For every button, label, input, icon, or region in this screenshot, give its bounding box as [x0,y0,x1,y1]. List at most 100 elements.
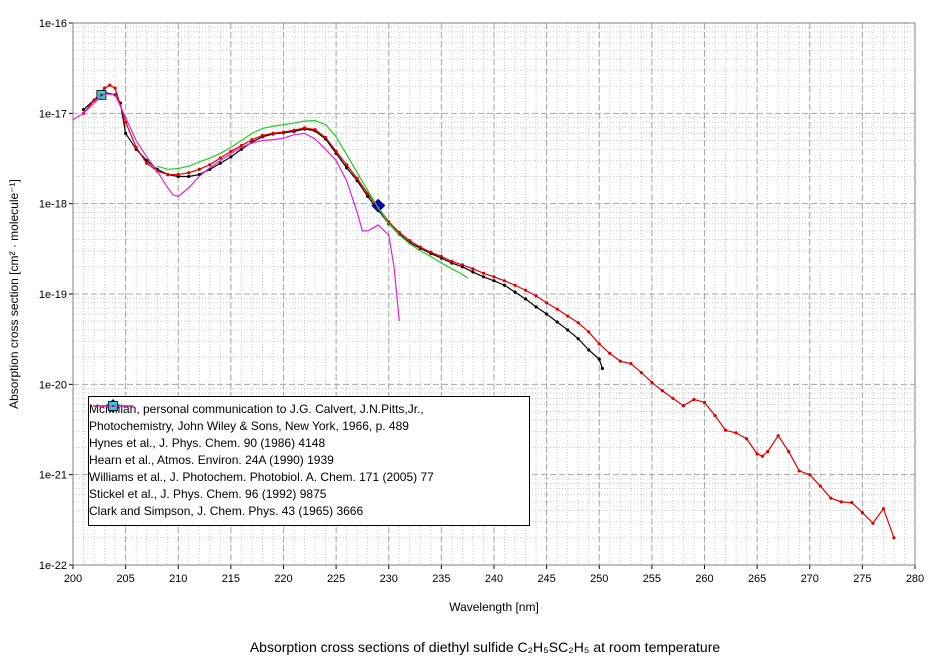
point [860,511,864,515]
point [492,275,496,279]
legend-label: Stickel et al., J. Phys. Chem. 96 (1992)… [89,487,327,501]
x-tick-label: 240 [485,573,503,585]
point [302,126,307,130]
point [502,283,507,287]
point [555,320,559,324]
point [760,454,764,458]
y-tick-label: 1e-21 [39,470,67,482]
point [566,328,570,332]
x-tick-label: 280 [906,573,924,585]
point [513,290,517,294]
point [587,348,591,352]
point [650,380,654,385]
point [892,536,896,540]
point [292,128,296,132]
x-tick-label: 215 [222,573,240,585]
x-tick-label: 245 [537,573,555,585]
y-tick-label: 1e-19 [39,289,67,301]
point [429,250,433,254]
point [418,245,422,249]
x-tick-label: 220 [274,573,292,585]
point [797,469,801,473]
point [439,254,443,259]
point [523,297,528,301]
x-tick-label: 260 [695,573,713,585]
point [460,263,465,267]
point [481,275,486,279]
point [618,359,622,363]
point [229,149,233,153]
point [176,172,180,177]
x-tick-label: 235 [432,573,450,585]
point [545,312,549,316]
legend-item: Hynes et al., J. Phys. Chem. 90 (1986) 4… [89,399,529,452]
series-line [72,93,400,322]
point [681,404,686,408]
point [881,507,886,511]
x-tick-label: 275 [853,573,871,585]
series-line [83,91,603,369]
x-tick-label: 230 [380,573,398,585]
point [702,400,707,405]
legend-label: McMillan, personal communication to J.G.… [89,402,424,433]
point [576,321,580,325]
legend: McMillan, personal communication to J.G.… [88,396,530,526]
point [324,135,328,140]
point [723,428,728,432]
point [92,98,96,102]
point-center [100,93,103,96]
x-axis-label: Wavelength [nm] [449,600,539,614]
point [713,414,717,418]
x-tick-label: 210 [169,573,187,585]
y-tick-label: 1e-20 [39,379,67,391]
point [81,107,86,112]
point [534,305,538,309]
y-tick-label: 1e-22 [39,560,67,572]
legend-item: Hearn et al., Atmos. Environ. 24A (1990)… [89,404,529,469]
point [124,120,128,124]
point [492,279,496,283]
point [271,131,275,135]
point [745,437,749,441]
point [366,194,370,199]
point [787,450,791,454]
x-tick-label: 265 [748,573,766,585]
legend-label: Hearn et al., Atmos. Environ. 24A (1990)… [89,453,334,467]
point [755,452,759,456]
point [471,270,475,274]
point [734,431,738,435]
point [608,351,612,356]
plot-frame [72,22,916,566]
point [450,259,454,263]
legend-item: Williams et al., J. Photochem. Photobiol… [89,405,529,486]
point [345,163,349,167]
point [829,496,833,500]
point [260,133,265,137]
y-tick-label: 1e-17 [39,108,67,120]
point [871,521,875,525]
point [555,307,559,311]
legend-label: Williams et al., J. Photochem. Photobiol… [89,470,434,484]
point [597,357,601,361]
point [481,271,486,275]
x-tick-label: 200 [64,573,82,585]
point [218,156,222,160]
series-line [157,120,469,279]
point [850,501,854,505]
point [776,434,780,438]
point [96,89,107,100]
point [408,239,412,243]
legend-label: Clark and Simpson, J. Chem. Phys. 43 (19… [89,504,364,518]
point [108,83,112,87]
x-tick-label: 270 [801,573,819,585]
point [587,330,591,334]
legend-swatch [93,405,133,407]
point [218,161,222,165]
point [597,342,601,346]
y-tick-label: 1e-16 [39,18,67,30]
point [355,176,359,181]
y-axis-label: Absorption cross section [cm² · molecule… [7,179,21,409]
point [113,86,117,90]
